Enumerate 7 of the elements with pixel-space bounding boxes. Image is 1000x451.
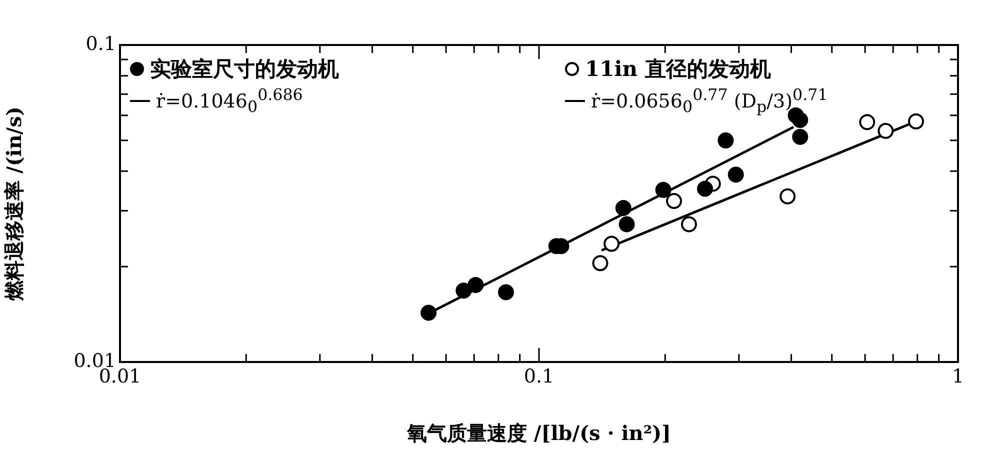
y-axis-title: 燃料退移速率 /(in/s) bbox=[2, 106, 26, 302]
x-tick-label: 0.1 bbox=[524, 365, 554, 388]
legend-label: ṙ=0.0656$_{0}$$^{0.77}$ (D$_{p}$/3)$^{0.71}$ bbox=[591, 85, 828, 116]
x-axis-title: 氧气质量速度 /[lb/(s · in²)] bbox=[406, 421, 672, 446]
legend-label: 实验室尺寸的发动机 bbox=[150, 55, 339, 83]
legend-label: 11in 直径的发动机 bbox=[585, 55, 771, 83]
x-tick-label: 1 bbox=[952, 365, 964, 388]
